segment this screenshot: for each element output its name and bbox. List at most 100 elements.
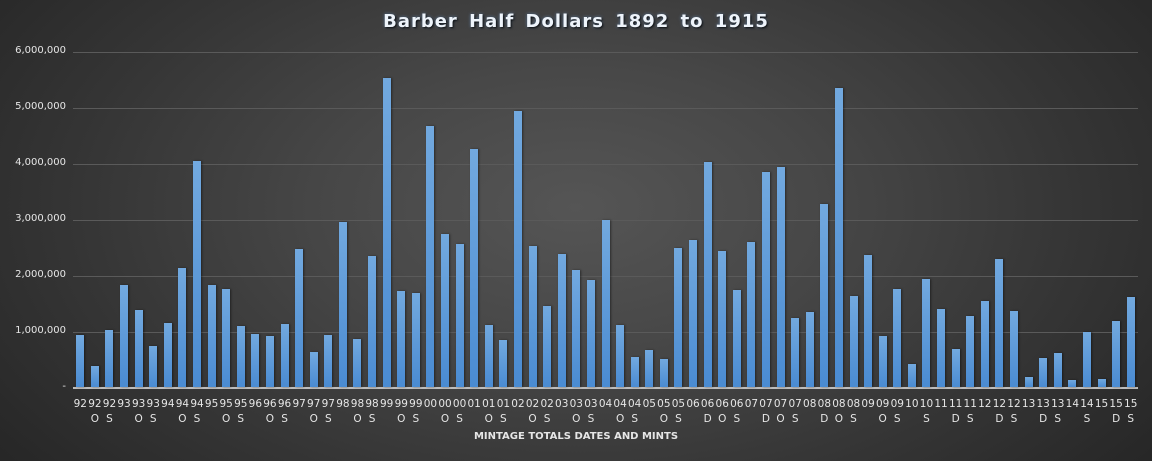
bar	[76, 334, 85, 387]
x-tick-label: 01 S	[496, 398, 511, 425]
bar	[134, 310, 143, 387]
x-tick-label: 02	[511, 398, 525, 410]
x-tick-label: 98 S	[365, 398, 379, 425]
bar	[411, 292, 420, 387]
x-tick-label: 04 O	[613, 398, 627, 425]
bar	[761, 171, 770, 387]
x-tick-label: 93	[117, 398, 131, 410]
bar	[1126, 297, 1135, 387]
bar	[674, 248, 683, 387]
gridline	[73, 108, 1138, 109]
bar	[470, 149, 479, 387]
bar	[193, 160, 201, 387]
bar	[980, 300, 989, 387]
x-tick-label: 98	[336, 398, 350, 410]
bar	[178, 267, 187, 387]
bar	[995, 258, 1004, 387]
x-tick-label: 09 S	[890, 398, 904, 425]
bar	[207, 285, 216, 387]
bar	[265, 336, 274, 387]
x-tick-label: 15 S	[1124, 398, 1138, 425]
x-tick-label: 13 S	[1051, 398, 1065, 425]
bar	[878, 336, 887, 387]
bar	[251, 333, 260, 387]
y-tick-label: 5,000,000	[15, 101, 66, 112]
plot-area	[73, 52, 1138, 389]
bar	[805, 311, 814, 387]
x-tick-label: 92 S	[102, 398, 117, 425]
x-tick-label: 13	[1021, 398, 1036, 410]
bar	[441, 233, 450, 387]
bar	[630, 356, 639, 387]
bar	[222, 289, 231, 387]
x-tick-label: 01 O	[482, 398, 496, 425]
bar	[105, 329, 114, 387]
y-tick-label: -	[62, 381, 66, 392]
bar	[163, 323, 172, 387]
x-tick-label: 15 D	[1109, 398, 1123, 425]
x-tick-label: 06	[686, 398, 700, 410]
bar	[601, 220, 610, 387]
x-tick-label: 03 S	[584, 398, 598, 425]
x-tick-label: 92	[73, 398, 87, 410]
bar	[280, 324, 289, 387]
x-tick-label: 96 O	[263, 398, 277, 425]
bar	[236, 325, 245, 387]
x-tick-label: 15	[1094, 398, 1109, 410]
bar	[324, 334, 333, 387]
y-tick-label: 3,000,000	[15, 213, 66, 224]
x-tick-label: 00 O	[438, 398, 452, 425]
x-tick-label: 14 S	[1080, 398, 1094, 425]
y-tick-label: 4,000,000	[15, 157, 66, 168]
bar	[776, 166, 785, 387]
bar	[90, 366, 99, 387]
bar	[703, 161, 712, 387]
bar	[1097, 379, 1106, 387]
bar	[966, 315, 975, 387]
bar	[732, 290, 741, 387]
x-tick-label: 06 O	[715, 398, 729, 425]
bar	[937, 308, 946, 387]
bar	[1112, 321, 1121, 387]
bar	[1082, 331, 1091, 387]
bar	[1024, 376, 1033, 387]
x-tick-label: 05 S	[671, 398, 686, 425]
x-tick-label: 93 O	[131, 398, 146, 425]
x-tick-label: 93 S	[146, 398, 160, 425]
bar	[864, 254, 873, 387]
x-tick-label: 00	[423, 398, 438, 410]
bar	[1053, 353, 1062, 387]
bar	[849, 295, 858, 387]
x-tick-label: 05	[642, 398, 656, 410]
x-tick-label: 02 S	[540, 398, 554, 425]
x-tick-label: 12	[978, 398, 992, 410]
y-tick-label: 1,000,000	[15, 325, 66, 336]
bar	[499, 339, 508, 387]
bar	[484, 324, 493, 387]
bar	[572, 269, 581, 387]
x-tick-label: 98 O	[350, 398, 365, 425]
x-tick-label: 10 S	[919, 398, 934, 425]
x-tick-label: 99 S	[409, 398, 423, 425]
gridline	[73, 164, 1138, 165]
bar	[1009, 310, 1018, 387]
x-tick-label: 11 D	[948, 398, 963, 425]
bar	[645, 350, 654, 387]
x-tick-label: 03	[555, 398, 569, 410]
x-tick-label: 13 D	[1036, 398, 1050, 425]
x-axis-title: MINTAGE TOTALS DATES AND MINTS	[473, 431, 679, 442]
bar	[791, 318, 800, 387]
x-tick-label: 99 O	[394, 398, 408, 425]
x-tick-label: 97 O	[307, 398, 321, 425]
x-tick-label: 03 O	[569, 398, 583, 425]
bar	[922, 278, 931, 387]
x-tick-label: 00 S	[452, 398, 467, 425]
bar	[120, 285, 129, 387]
x-tick-label: 07 D	[759, 398, 773, 425]
x-tick-label: 08 S	[846, 398, 861, 425]
bar	[659, 359, 668, 387]
x-tick-label: 09 O	[876, 398, 890, 425]
bar	[397, 291, 406, 387]
y-tick-label: 6,000,000	[15, 45, 66, 56]
